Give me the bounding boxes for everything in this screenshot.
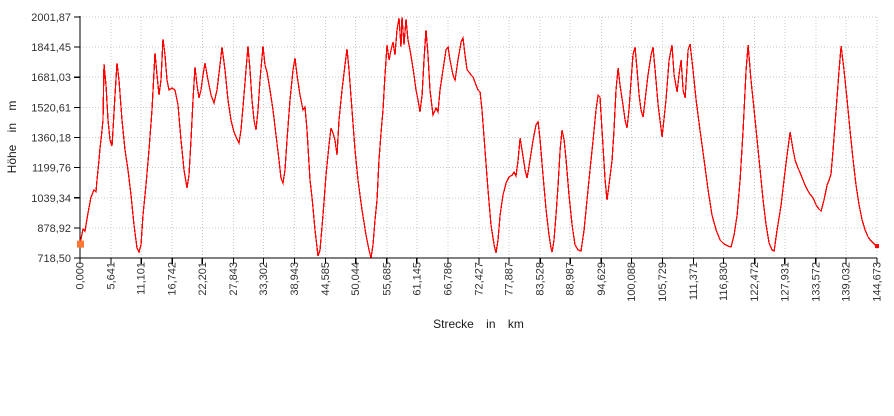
x-axis-title: Strecke in km bbox=[433, 317, 524, 331]
x-tick-label: 66,786 bbox=[442, 262, 454, 296]
x-tick-label: 55,685 bbox=[381, 262, 393, 296]
x-tick-label: 33,302 bbox=[258, 262, 270, 296]
y-tick-label: 1841,45 bbox=[31, 42, 71, 54]
x-tick-label: 88,987 bbox=[565, 262, 577, 296]
end-marker bbox=[874, 244, 879, 249]
y-tick-label: 878,92 bbox=[37, 223, 71, 235]
x-tick-label: 94,629 bbox=[596, 262, 608, 296]
x-tick-label: 83,528 bbox=[535, 262, 547, 296]
x-tick-label: 105,729 bbox=[657, 262, 669, 302]
x-tick-label: 44,585 bbox=[320, 262, 332, 296]
x-tick-label: 38,943 bbox=[289, 262, 301, 296]
x-tick-label: 77,887 bbox=[504, 262, 516, 296]
y-tick-label: 718,50 bbox=[37, 253, 71, 265]
x-tick-label: 133,572 bbox=[810, 262, 822, 302]
x-tick-label: 61,145 bbox=[411, 262, 423, 296]
x-tick-label: 122,472 bbox=[749, 262, 761, 302]
x-tick-label: 5,641 bbox=[106, 262, 118, 290]
y-tick-label: 2001,87 bbox=[31, 12, 71, 24]
y-tick-label: 1039,34 bbox=[31, 193, 71, 205]
x-tick-label: 144,673 bbox=[872, 262, 884, 302]
y-tick-label: 1520,61 bbox=[31, 102, 71, 114]
y-tick-label: 1681,03 bbox=[31, 72, 71, 84]
x-tick-label: 127,931 bbox=[779, 262, 791, 302]
x-tick-label: 111,371 bbox=[688, 262, 700, 300]
x-tick-label: 11,101 bbox=[136, 262, 148, 295]
y-tick-label: 1360,18 bbox=[31, 133, 71, 145]
x-tick-label: 16,742 bbox=[167, 262, 179, 296]
y-axis-title: Höhe in m bbox=[5, 100, 19, 174]
x-tick-label: 22,201 bbox=[197, 262, 209, 296]
x-tick-label: 72,427 bbox=[473, 262, 485, 296]
x-tick-label: 27,843 bbox=[228, 262, 240, 296]
x-tick-label: 100,088 bbox=[626, 262, 638, 302]
x-tick-label: 116,830 bbox=[718, 262, 730, 301]
x-tick-label: 50,044 bbox=[350, 262, 362, 296]
x-tick-label: 139,032 bbox=[840, 262, 852, 302]
x-tick-label: 0,000 bbox=[75, 262, 87, 290]
elevation-profile-line bbox=[79, 16, 878, 259]
y-tick-label: 1199,76 bbox=[32, 163, 71, 175]
start-marker bbox=[77, 240, 84, 248]
